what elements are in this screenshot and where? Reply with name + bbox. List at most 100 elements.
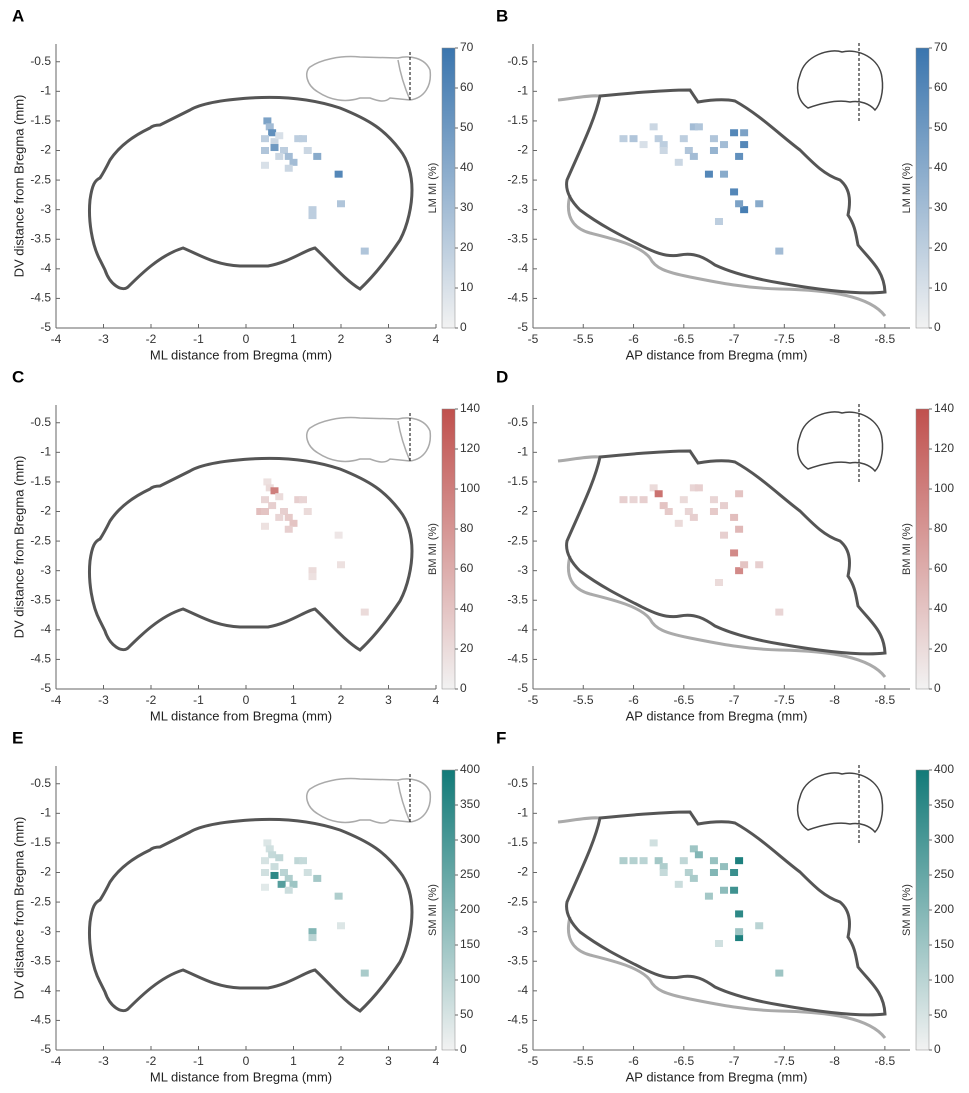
cell (649, 484, 658, 492)
x-tick-label: -7.5 (774, 1054, 795, 1068)
colorbar-tick-label: 200 (460, 902, 480, 916)
x-tick-label: -7 (729, 1054, 740, 1068)
y-tick-label: -3.5 (507, 592, 528, 606)
cell (360, 969, 369, 977)
cell (689, 845, 698, 853)
cell (308, 567, 317, 575)
cell (775, 608, 784, 616)
cell (294, 857, 303, 865)
colorbar-tick-label: 100 (460, 481, 480, 495)
panel-label: A (12, 6, 24, 25)
colorbar-tick-label: 250 (460, 867, 480, 881)
panel: F -0.5 -1 -1.5 -2 -2.5 -3 -3.5 -4 -4.5 -5-5 -5.5 -6 -… (496, 728, 954, 1084)
y-tick-label: -2 (517, 504, 528, 518)
cell (270, 487, 279, 495)
y-tick-label: -0.5 (507, 776, 528, 790)
x-tick-label: 3 (385, 1054, 392, 1068)
cell (289, 880, 298, 888)
x-axis-label: AP distance from Bregma (mm) (626, 708, 808, 723)
cell (639, 857, 648, 865)
colorbar-tick-label: 20 (934, 641, 948, 655)
cell (270, 871, 279, 879)
colorbar (441, 408, 456, 690)
x-tick-label: 4 (433, 332, 440, 346)
cell (280, 147, 288, 154)
colorbar (915, 769, 930, 1051)
x-tick-label: 4 (433, 1054, 440, 1068)
y-tick-label: -0.5 (507, 415, 528, 429)
outline-gray (557, 94, 601, 102)
cell (684, 147, 693, 154)
cell (775, 969, 784, 977)
x-tick-label: -1 (193, 693, 204, 707)
y-axis-label: DV distance from Bregma (mm) (11, 817, 26, 1000)
cell (270, 144, 279, 152)
y-tick-label: -1 (517, 445, 528, 459)
y-axis-label: DV distance from Bregma (mm) (11, 95, 26, 278)
x-tick-label: -6.5 (673, 693, 694, 707)
cell (714, 579, 723, 586)
colorbar-tick-label: 70 (934, 40, 948, 54)
cell (684, 869, 693, 876)
x-tick-label: 4 (433, 693, 440, 707)
cell (664, 508, 673, 515)
cell (755, 922, 764, 930)
outline-gray (557, 455, 601, 463)
cell (720, 170, 729, 178)
y-tick-label: -4.5 (30, 291, 51, 305)
y-tick-label: -2 (517, 865, 528, 879)
x-tick-label: -5.5 (573, 693, 594, 707)
colorbar-tick-label: 40 (460, 601, 474, 615)
panel: E-0.5-1-1.5-2-2.5-3-3.5-4-4.5-5-4 -3 -2 -1 0… (11, 728, 480, 1084)
cell (654, 490, 663, 498)
y-tick-label: -3.5 (30, 592, 51, 606)
y-tick-label: -4.5 (507, 291, 528, 305)
panel: C-0.5-1-1.5-2-2.5-3-3.5-4-4.5-5-4 -3 -2 -1 0… (11, 367, 480, 723)
y-tick-label: -0.5 (30, 54, 51, 68)
cell (303, 508, 312, 515)
cell (261, 857, 269, 865)
cell (275, 152, 284, 160)
colorbar-tick-label: 0 (460, 681, 467, 695)
cell (308, 934, 317, 942)
cell (294, 496, 303, 504)
x-tick-label: -8.5 (875, 332, 896, 346)
y-tick-label: -1.5 (507, 113, 528, 127)
y-tick-label: -3.5 (507, 953, 528, 967)
colorbar-tick-label: 80 (460, 521, 474, 535)
outline (565, 449, 887, 656)
y-tick-label: -1 (517, 84, 528, 98)
outline (565, 88, 887, 295)
x-tick-label: -4 (51, 1054, 62, 1068)
cell (275, 132, 284, 140)
colorbar-tick-label: 50 (460, 120, 474, 134)
y-tick-label: -1 (40, 84, 51, 98)
cell (337, 200, 345, 208)
panel-label: F (496, 728, 506, 747)
cell (735, 490, 744, 498)
y-tick-label: -0.5 (30, 415, 51, 429)
y-tick-label: -0.5 (30, 776, 51, 790)
colorbar (915, 47, 930, 329)
cell (709, 508, 718, 515)
cell (263, 478, 272, 486)
x-tick-label: 1 (290, 693, 297, 707)
cell (654, 135, 663, 143)
colorbar-tick-label: 40 (934, 160, 948, 174)
y-tick-label: -3 (517, 563, 528, 577)
cell (360, 247, 369, 255)
cell (694, 484, 703, 492)
colorbar-tick-label: 10 (934, 280, 948, 294)
cell (303, 869, 312, 876)
y-tick-label: -3.5 (30, 231, 51, 245)
x-tick-label: 3 (385, 332, 392, 346)
x-tick-label: -5.5 (573, 1054, 594, 1068)
cell (689, 513, 698, 521)
x-tick-label: 1 (290, 1054, 297, 1068)
cell (735, 928, 744, 936)
cell (360, 608, 369, 616)
x-tick-label: 2 (338, 1054, 345, 1068)
x-tick-label: -8 (829, 693, 840, 707)
y-tick-label: -1 (517, 806, 528, 820)
cell (275, 854, 284, 862)
